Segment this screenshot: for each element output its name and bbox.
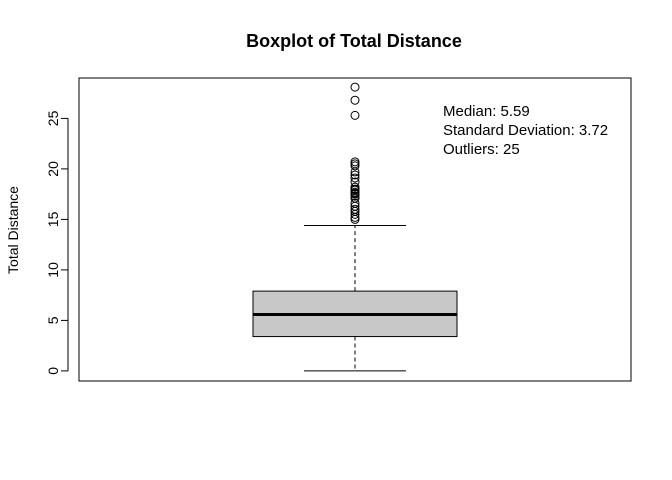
outlier-point	[350, 157, 360, 167]
annotation-std-dev: Standard Deviation: 3.72	[443, 122, 608, 139]
outlier-point	[350, 177, 360, 187]
chart-title: Boxplot of Total Distance	[246, 31, 462, 51]
y-tick-label: 25	[45, 110, 61, 126]
outlier-point	[350, 204, 360, 214]
annotation-median: Median: 5.59	[443, 103, 530, 120]
outlier-point	[350, 95, 360, 105]
outlier-point	[350, 159, 360, 169]
y-tick-label: 20	[45, 161, 61, 177]
outlier-point	[350, 110, 360, 120]
y-tick-label: 15	[45, 211, 61, 227]
plot-frame	[78, 77, 632, 382]
box-group	[252, 224, 458, 372]
outlier-group	[350, 82, 360, 224]
outlier-point	[350, 170, 360, 180]
outlier-point	[350, 173, 360, 183]
annotation-group: Median: 5.59 Standard Deviation: 3.72 Ou…	[443, 103, 608, 158]
outlier-point	[350, 198, 360, 208]
outlier-point	[350, 82, 360, 92]
y-tick-label: 10	[45, 262, 61, 278]
annotation-outliers: Outliers: 25	[443, 141, 520, 158]
y-tick-label: 0	[45, 367, 61, 375]
y-axis: 0 5 10 15 20 25	[45, 110, 69, 375]
y-tick-label: 5	[45, 316, 61, 324]
outlier-point	[350, 182, 360, 192]
y-axis-label: Total Distance	[5, 186, 21, 274]
